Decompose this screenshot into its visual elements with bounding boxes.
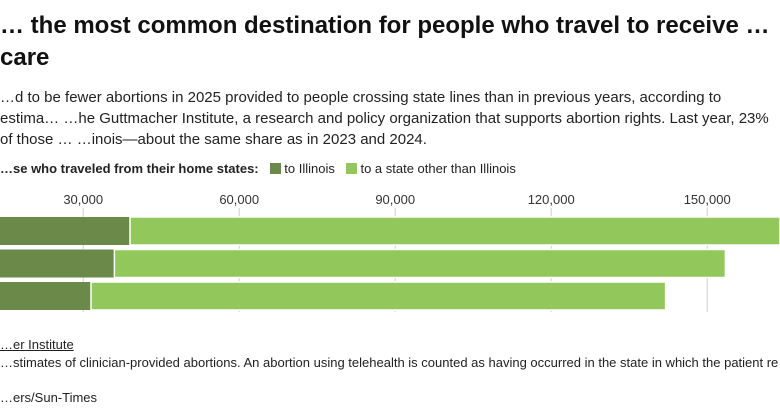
credit-text: …ers/Sun-Times xyxy=(0,390,98,405)
note-text: …stimates of clinician-provided abortion… xyxy=(0,355,780,370)
bar-segment-other-state xyxy=(90,281,667,311)
chart-title: … the most common destination for people… xyxy=(0,12,770,71)
x-tick-label: 90,000 xyxy=(375,192,415,207)
legend: …se who traveled from their home states:… xyxy=(0,159,780,179)
legend-swatch-illinois xyxy=(270,163,282,174)
legend-label-other-state: to a state other than Illinois xyxy=(360,161,516,176)
legend-label-illinois: to Illinois xyxy=(284,161,335,176)
bars xyxy=(0,216,780,311)
x-tick-label: 60,000 xyxy=(219,192,259,207)
stacked-bar-chart: 30,000 60,000 90,000 120,000 150,000 xyxy=(0,192,780,312)
bar-segment-illinois xyxy=(0,282,91,310)
source-text[interactable]: …er Institute xyxy=(0,337,74,352)
bar-segment-other-state xyxy=(129,216,780,246)
bar-segment-illinois xyxy=(0,217,130,245)
x-tick-label: 30,000 xyxy=(63,192,103,207)
chart-subtitle: …d to be fewer abortions in 2025 provide… xyxy=(0,89,769,148)
bar-segment-illinois xyxy=(0,249,115,278)
x-axis-ticks: 30,000 60,000 90,000 120,000 150,000 xyxy=(63,192,730,207)
x-tick-label: 120,000 xyxy=(528,192,575,207)
bar-segment-other-state xyxy=(113,248,727,279)
legend-swatch-other-state xyxy=(346,163,358,174)
x-tick-label: 150,000 xyxy=(684,192,731,207)
legend-title: …se who traveled from their home states: xyxy=(0,161,259,176)
